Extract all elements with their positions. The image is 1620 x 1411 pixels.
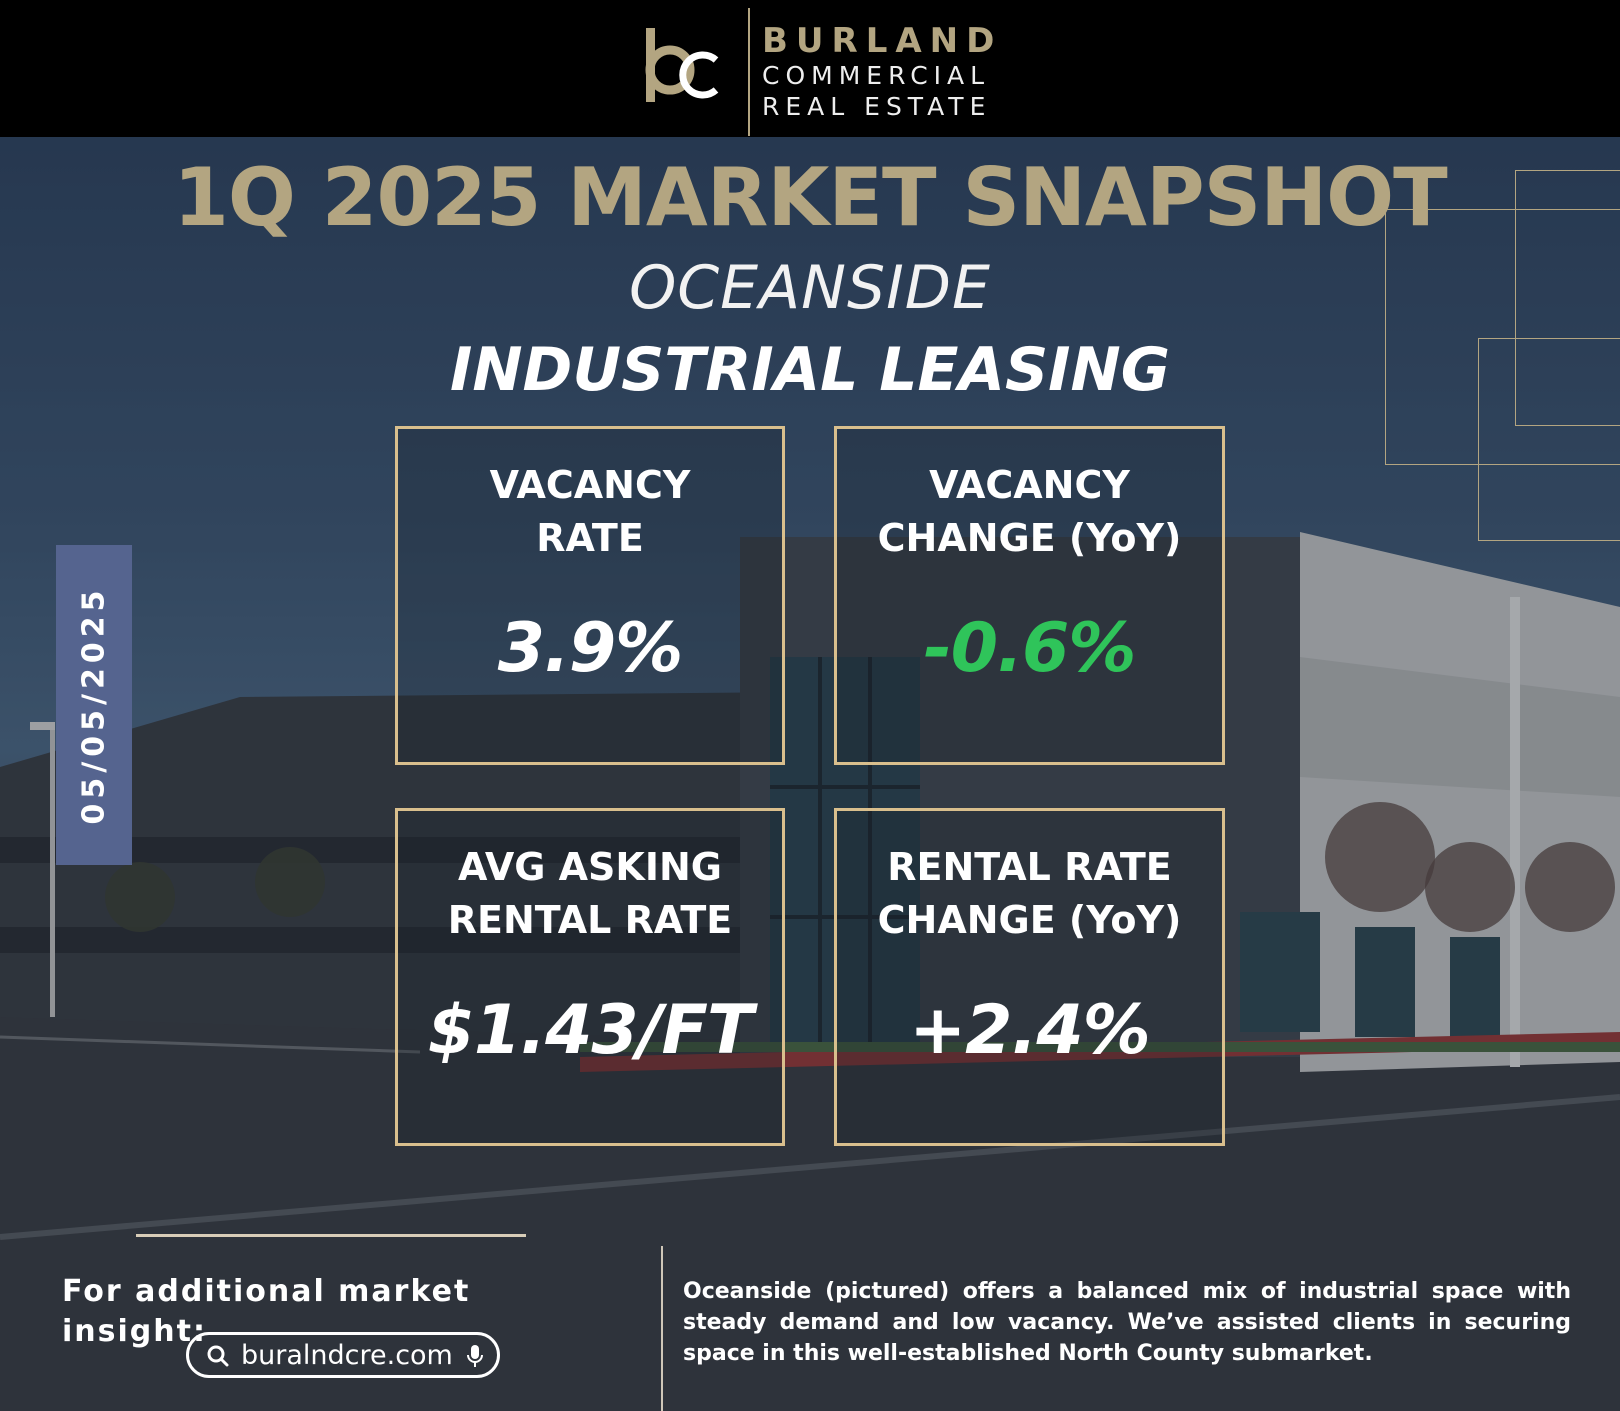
decor-frame-3	[1478, 338, 1620, 541]
market-name: OCEANSIDE	[629, 253, 991, 323]
stat-label: VACANCY CHANGE (YoY)	[877, 463, 1182, 560]
microphone-icon[interactable]	[467, 1344, 483, 1368]
background-photo	[0, 137, 1620, 1411]
stat-value: 3.9%	[497, 609, 684, 688]
search-url-text: buralndcre.com	[241, 1340, 453, 1371]
brand-wordmark: BURLAND COMMERCIAL REAL ESTATE	[762, 22, 1002, 122]
stat-vacancy-rate: VACANCY RATE 3.9%	[395, 426, 785, 765]
brand-tagline-1: COMMERCIAL	[762, 61, 991, 90]
search-icon	[207, 1345, 229, 1367]
stat-value: -0.6%	[923, 609, 1137, 688]
sector-headline: INDUSTRIAL LEASING	[450, 335, 1170, 405]
stat-label: AVG ASKING RENTAL RATE	[447, 845, 733, 942]
page-title: 1Q 2025 MARKET SNAPSHOT	[173, 151, 1447, 244]
footer-divider	[136, 1234, 526, 1237]
stat-rental-rate-change: RENTAL RATE CHANGE (YoY) +2.4%	[834, 808, 1225, 1146]
decor-frame-1	[1515, 170, 1620, 426]
market-description: Oceanside (pictured) offers a balanced m…	[683, 1279, 1571, 1366]
stat-avg-asking-rent: AVG ASKING RENTAL RATE $1.43/FT	[395, 808, 785, 1146]
date-tab: 05/05/2025	[56, 545, 132, 865]
insight-label: For additional market insight:	[62, 1274, 471, 1349]
report-date: 05/05/2025	[76, 585, 112, 825]
stat-label: RENTAL RATE CHANGE (YoY)	[877, 845, 1182, 942]
photo-darken-overlay	[0, 137, 1620, 1411]
brand-name: BURLAND	[762, 21, 1003, 61]
stat-label: VACANCY RATE	[489, 463, 691, 560]
footer-vertical-divider	[661, 1246, 663, 1411]
bc-monogram-icon	[645, 28, 719, 102]
stat-vacancy-change: VACANCY CHANGE (YoY) -0.6%	[834, 426, 1225, 765]
industrial-building-illustration	[0, 532, 1620, 1411]
stat-value: +2.4%	[909, 991, 1151, 1070]
stat-value: $1.43/FT	[427, 991, 754, 1070]
logo-divider	[748, 8, 750, 136]
decor-frame-2	[1385, 209, 1620, 465]
brand-tagline-2: REAL ESTATE	[762, 92, 992, 121]
search-bar[interactable]: buralndcre.com	[186, 1332, 500, 1378]
brand-header: BURLAND COMMERCIAL REAL ESTATE	[0, 0, 1620, 137]
